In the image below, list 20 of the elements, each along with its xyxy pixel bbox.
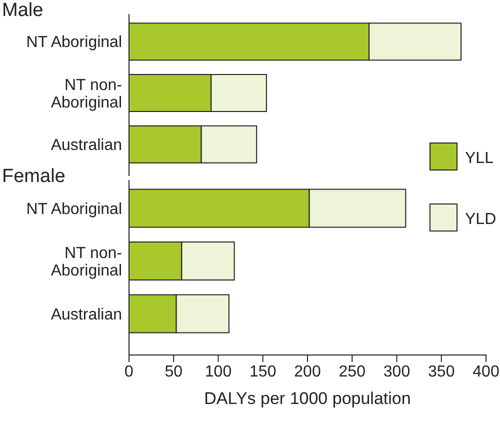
chart-title: Female: [2, 166, 66, 187]
y-tick-label: NT non-Aboriginal: [50, 76, 122, 112]
x-tick-label: 350: [428, 363, 455, 380]
chart-title: Male: [2, 0, 44, 21]
x-tick-label: 150: [250, 363, 276, 380]
x-tick-label: 400: [472, 363, 500, 380]
x-tick-label: 300: [383, 363, 410, 380]
legend-label: YLL: [465, 150, 494, 167]
y-tick-label: NT Aboriginal: [26, 200, 122, 218]
x-tick-label: 50: [164, 363, 183, 380]
y-tick-label: NT non-Aboriginal: [50, 244, 122, 280]
y-tick-label: NT Aboriginal: [26, 34, 122, 52]
x-axis-title: DALYs per 1000 population: [204, 389, 411, 408]
x-tick-label: 200: [294, 363, 321, 380]
x-tick-label: 250: [338, 363, 366, 380]
y-tick-label: Australian: [50, 136, 122, 154]
y-tick-label: Australian: [50, 306, 122, 324]
legend-label: YLD: [465, 211, 496, 228]
x-tick-label: 0: [124, 363, 134, 380]
x-tick-label: 100: [204, 363, 232, 380]
